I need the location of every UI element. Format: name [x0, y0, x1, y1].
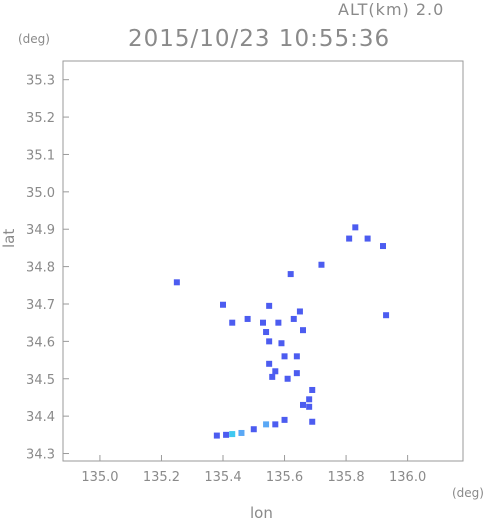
y-tick-label: 34.3	[26, 448, 55, 463]
x-tick-label: 135.0	[81, 470, 118, 485]
echo-point	[266, 302, 273, 309]
y-tick-label: 34.4	[26, 410, 55, 425]
echo-point	[293, 370, 300, 377]
echo-point	[380, 243, 386, 250]
y-tick-label: 35.0	[26, 186, 55, 201]
echo-point	[364, 235, 371, 242]
echo-point	[383, 312, 390, 319]
echo-point	[290, 315, 297, 322]
echo-point	[306, 396, 313, 403]
echo-point	[272, 421, 279, 428]
x-tick-label: 135.4	[204, 470, 241, 485]
echo-point	[318, 261, 325, 268]
y-tick-label: 34.5	[26, 373, 55, 388]
echo-point	[296, 308, 303, 315]
echo-point	[287, 271, 294, 278]
x-tick-label: 135.2	[143, 470, 180, 485]
echo-point	[220, 301, 226, 308]
echo-point	[213, 432, 220, 439]
echo-point	[266, 360, 273, 367]
chart-timestamp: 2015/10/23 10:55:36	[128, 26, 391, 52]
echo-point	[269, 373, 276, 380]
y-tick-label: 35.2	[26, 111, 55, 126]
echo-point	[309, 386, 316, 393]
echo-point	[229, 431, 236, 438]
echo-point	[281, 353, 288, 360]
echo-point	[263, 421, 270, 428]
echo-point	[278, 340, 285, 347]
plot-frame	[62, 60, 464, 462]
echo-point	[284, 375, 291, 382]
echo-point	[229, 319, 236, 326]
x-tick-label: 136.0	[389, 470, 426, 485]
x-tick-label: 135.6	[266, 470, 303, 485]
y-tick-label: 35.1	[26, 148, 55, 163]
x-axis-label: lon	[250, 504, 273, 522]
echo-point	[266, 338, 273, 345]
echo-point	[275, 319, 282, 326]
echo-point	[309, 418, 316, 425]
echo-point	[346, 235, 353, 242]
y-tick-label: 34.7	[26, 298, 55, 313]
echo-point	[352, 224, 359, 231]
y-tick-label: 35.3	[26, 74, 55, 89]
echo-point	[250, 426, 257, 433]
x-axis-unit: (deg)	[452, 486, 484, 500]
echo-point	[238, 429, 245, 436]
y-axis-unit: (deg)	[18, 32, 50, 46]
echo-point	[263, 329, 270, 336]
echo-point	[306, 403, 313, 410]
echo-point	[260, 319, 266, 326]
echo-point	[281, 416, 288, 423]
y-tick-label: 34.8	[26, 261, 55, 276]
x-tick-label: 135.8	[327, 470, 364, 485]
y-tick-label: 34.6	[26, 335, 55, 350]
echo-point	[293, 353, 300, 360]
echo-point	[300, 401, 306, 408]
echo-point	[173, 279, 180, 286]
echo-point	[300, 327, 306, 334]
axis-ticks: 135.0 135.2 135.4 135.6 135.8 136.0 34.3 34.4 34…	[26, 74, 426, 485]
echo-point	[244, 315, 251, 322]
y-tick-label: 34.9	[26, 223, 55, 238]
echo-point	[223, 431, 230, 438]
altitude-label: ALT(km) 2.0	[338, 0, 445, 19]
echo-point	[272, 368, 279, 375]
echo-points	[173, 224, 390, 439]
